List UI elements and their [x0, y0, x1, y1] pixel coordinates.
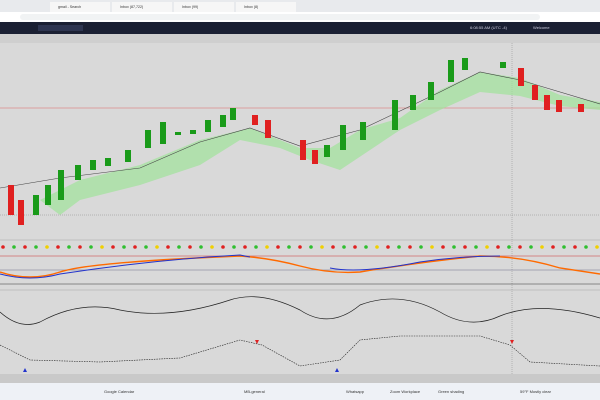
- signal-dot: [320, 245, 324, 249]
- signal-dot: [78, 245, 82, 249]
- signal-dot: [210, 245, 214, 249]
- tab-title[interactable]: gmail - Search: [58, 5, 81, 9]
- signal-dot: [298, 245, 302, 249]
- signal-dot: [386, 245, 390, 249]
- signal-dot: [452, 245, 456, 249]
- signal-dot: [573, 245, 577, 249]
- signal-dot: [551, 245, 555, 249]
- signal-dot: [419, 245, 423, 249]
- signal-dot: [34, 245, 38, 249]
- signal-dot: [12, 245, 16, 249]
- tab[interactable]: [174, 2, 234, 12]
- signal-dot: [309, 245, 313, 249]
- signal-dot: [518, 245, 522, 249]
- tab[interactable]: [236, 2, 296, 12]
- signal-dot: [287, 245, 291, 249]
- signal-dot: [584, 245, 588, 249]
- signal-dot: [331, 245, 335, 249]
- signal-dot: [166, 245, 170, 249]
- signal-dot: [111, 245, 115, 249]
- signal-dot: [188, 245, 192, 249]
- signal-dot: [265, 245, 269, 249]
- signal-dot: [474, 245, 478, 249]
- signal-dot: [375, 245, 379, 249]
- signal-dot: [155, 245, 159, 249]
- signal-dot: [485, 245, 489, 249]
- signal-dot: [144, 245, 148, 249]
- task-app[interactable]: Google Calendar: [104, 389, 135, 394]
- tab[interactable]: [112, 2, 172, 12]
- signal-dot: [45, 245, 49, 249]
- signal-dot: [23, 245, 27, 249]
- signal-dot: [430, 245, 434, 249]
- tab-title[interactable]: Inbox (99): [182, 5, 198, 9]
- signal-dot: [1, 245, 5, 249]
- osc-line-blue: [329, 255, 501, 271]
- time-axis: [0, 374, 600, 383]
- chart-subbar: [0, 34, 600, 43]
- signal-dot: [276, 245, 280, 249]
- signal-dot: [507, 245, 511, 249]
- signal-dot: [441, 245, 445, 249]
- signal-dot: [254, 245, 258, 249]
- url-field[interactable]: [20, 14, 540, 20]
- signal-dot: [221, 245, 225, 249]
- signal-dot: [177, 245, 181, 249]
- signal-dot: [408, 245, 412, 249]
- signal-dot: [100, 245, 104, 249]
- signal-dot: [67, 245, 71, 249]
- signal-dot: [529, 245, 533, 249]
- candles: [8, 58, 584, 225]
- signal-dot: [540, 245, 544, 249]
- signal-dot: [342, 245, 346, 249]
- signal-dot: [463, 245, 467, 249]
- tab-title[interactable]: Inbox (87,722): [120, 5, 143, 9]
- signal-dot: [353, 245, 357, 249]
- taskbar: [0, 383, 600, 400]
- clock: 6:08:55 AM (UTC -4): [470, 25, 508, 30]
- weather: 59°F Mostly clear: [520, 389, 552, 394]
- tab-title[interactable]: Inbox (8): [244, 5, 258, 9]
- user-label: Welcome: [533, 25, 550, 30]
- signal-dot: [364, 245, 368, 249]
- indicator-line: [0, 296, 600, 325]
- task-app[interactable]: Whatsapp: [346, 389, 365, 394]
- signal-dot: [562, 245, 566, 249]
- symbol-box[interactable]: [38, 25, 83, 31]
- tab[interactable]: [50, 2, 110, 12]
- indicator-dashed: [0, 335, 600, 367]
- signal-dot: [199, 245, 203, 249]
- signal-dot: [122, 245, 126, 249]
- signal-dot: [397, 245, 401, 249]
- signal-dot: [243, 245, 247, 249]
- task-app[interactable]: Green shading: [438, 389, 464, 394]
- app-toolbar: [0, 22, 600, 34]
- task-app[interactable]: Zoom Workplace: [390, 389, 421, 394]
- signal-dot: [133, 245, 137, 249]
- signal-dots: [1, 245, 599, 249]
- task-app[interactable]: MB-general: [244, 389, 265, 394]
- signal-dot: [232, 245, 236, 249]
- signal-dot: [595, 245, 599, 249]
- signal-dot: [496, 245, 500, 249]
- osc-line-blue: [0, 254, 251, 279]
- signal-dot: [89, 245, 93, 249]
- signal-dot: [56, 245, 60, 249]
